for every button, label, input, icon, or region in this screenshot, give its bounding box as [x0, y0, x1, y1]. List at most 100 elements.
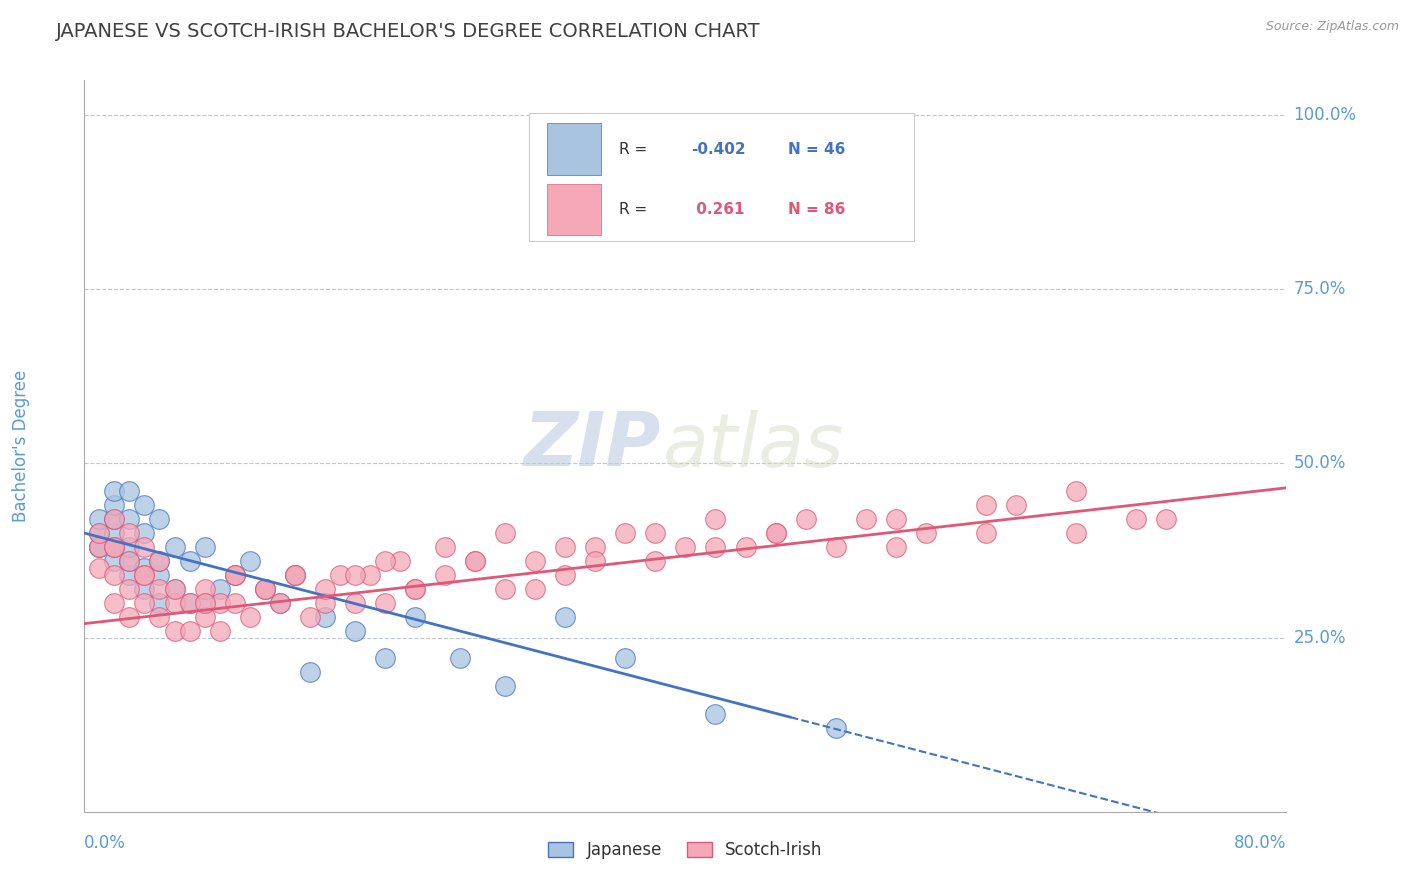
Point [253, 582, 276, 596]
Point [89, 526, 111, 541]
Point [675, 540, 697, 554]
Point [89, 561, 111, 575]
Point [583, 554, 606, 568]
Point [765, 526, 787, 541]
Point [915, 526, 938, 541]
Point [103, 540, 125, 554]
Point [118, 540, 141, 554]
Point [974, 526, 997, 541]
Point [134, 498, 156, 512]
Point [614, 526, 637, 541]
Point [524, 582, 547, 596]
Point [1156, 512, 1178, 526]
Text: 100.0%: 100.0% [1294, 106, 1357, 124]
Point [343, 596, 366, 610]
Text: 80.0%: 80.0% [1234, 834, 1286, 852]
Text: -0.402: -0.402 [692, 142, 747, 156]
Point [134, 582, 156, 596]
Point [374, 596, 396, 610]
Point [884, 540, 907, 554]
Point [1005, 498, 1028, 512]
Point [224, 567, 246, 582]
Point [269, 596, 291, 610]
Point [704, 707, 727, 722]
Point [404, 609, 426, 624]
Point [103, 512, 125, 526]
Point [343, 624, 366, 638]
Point [704, 540, 727, 554]
Point [253, 582, 276, 596]
Point [824, 721, 846, 735]
Point [118, 582, 141, 596]
Point [824, 540, 846, 554]
Point [118, 554, 141, 568]
Point [194, 582, 217, 596]
Point [884, 512, 907, 526]
Text: N = 46: N = 46 [787, 142, 845, 156]
Point [374, 554, 396, 568]
Point [269, 596, 291, 610]
Point [464, 554, 486, 568]
Point [118, 609, 141, 624]
Point [494, 679, 516, 693]
Point [194, 596, 217, 610]
FancyBboxPatch shape [547, 123, 602, 175]
Point [314, 609, 336, 624]
Point [614, 651, 637, 665]
Text: atlas: atlas [662, 410, 844, 482]
Point [163, 596, 186, 610]
Point [343, 567, 366, 582]
Point [314, 582, 336, 596]
Point [118, 512, 141, 526]
Point [554, 567, 576, 582]
Point [89, 512, 111, 526]
Point [194, 596, 217, 610]
Point [583, 540, 606, 554]
Point [494, 526, 516, 541]
Point [388, 554, 411, 568]
Point [644, 554, 666, 568]
Point [148, 609, 170, 624]
Point [148, 582, 170, 596]
Point [314, 596, 336, 610]
Legend: Japanese, Scotch-Irish: Japanese, Scotch-Irish [541, 834, 830, 865]
Text: N = 86: N = 86 [787, 202, 845, 217]
Point [163, 582, 186, 596]
Point [208, 596, 231, 610]
Point [179, 624, 201, 638]
Point [134, 561, 156, 575]
Point [794, 512, 817, 526]
Point [103, 512, 125, 526]
Point [103, 567, 125, 582]
Point [103, 554, 125, 568]
Point [103, 596, 125, 610]
Point [1064, 526, 1087, 541]
Point [148, 512, 170, 526]
Point [974, 498, 997, 512]
Point [404, 582, 426, 596]
Point [163, 540, 186, 554]
Point [134, 567, 156, 582]
Point [208, 582, 231, 596]
Point [163, 624, 186, 638]
Point [298, 665, 321, 680]
Point [103, 540, 125, 554]
Point [134, 540, 156, 554]
Text: JAPANESE VS SCOTCH-IRISH BACHELOR'S DEGREE CORRELATION CHART: JAPANESE VS SCOTCH-IRISH BACHELOR'S DEGR… [56, 22, 761, 41]
Point [253, 582, 276, 596]
Text: 50.0%: 50.0% [1294, 454, 1346, 473]
Point [148, 554, 170, 568]
Text: ZIP: ZIP [524, 409, 661, 483]
Text: 0.0%: 0.0% [84, 834, 127, 852]
Point [1064, 484, 1087, 499]
Point [284, 567, 307, 582]
Text: 75.0%: 75.0% [1294, 280, 1346, 298]
Point [103, 526, 125, 541]
Point [404, 582, 426, 596]
Point [89, 526, 111, 541]
Point [554, 540, 576, 554]
Text: Bachelor's Degree: Bachelor's Degree [13, 370, 30, 522]
Point [644, 526, 666, 541]
Point [148, 554, 170, 568]
Point [284, 567, 307, 582]
